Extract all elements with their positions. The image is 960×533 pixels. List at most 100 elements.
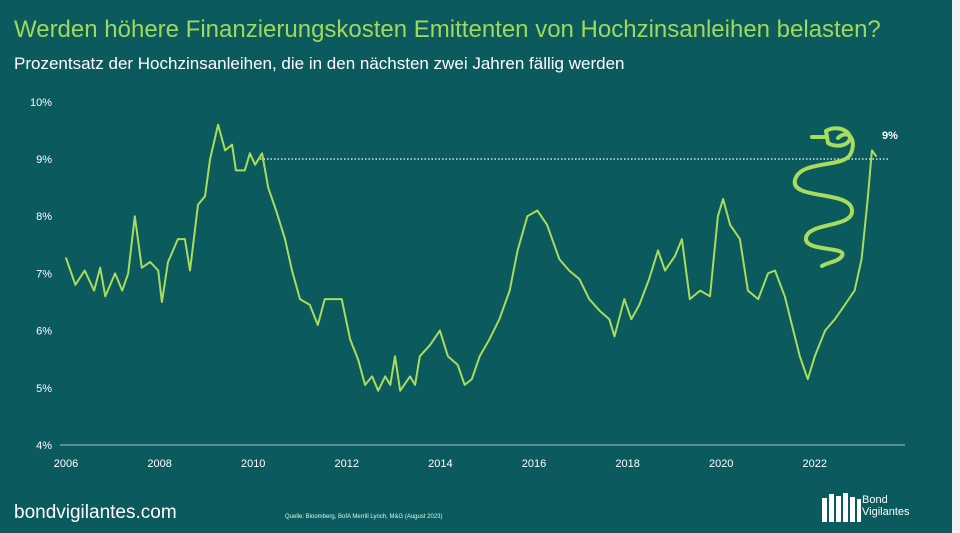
data-point bbox=[638, 304, 641, 306]
data-point bbox=[197, 203, 199, 206]
data-point bbox=[414, 384, 416, 386]
data-point bbox=[767, 272, 769, 275]
data-point bbox=[231, 143, 233, 146]
data-point bbox=[516, 249, 519, 252]
data-point bbox=[630, 318, 633, 320]
data-point bbox=[114, 272, 116, 275]
data-point bbox=[217, 123, 219, 126]
data-point bbox=[149, 261, 152, 263]
data-point bbox=[235, 169, 237, 172]
data-point bbox=[689, 298, 691, 300]
data-point bbox=[209, 158, 211, 160]
data-point bbox=[875, 155, 877, 157]
data-point bbox=[204, 195, 206, 197]
data-point bbox=[558, 258, 561, 260]
x-tick-label: 2010 bbox=[241, 458, 265, 470]
chart-subtitle: Prozentsatz der Hochzinsanleihen, die in… bbox=[14, 54, 625, 73]
logo-text: Bond Vigilantes bbox=[862, 494, 910, 518]
data-point bbox=[536, 209, 539, 212]
data-point bbox=[447, 355, 449, 358]
data-point bbox=[299, 298, 301, 300]
data-point bbox=[774, 269, 776, 272]
data-point bbox=[814, 355, 816, 358]
data-point bbox=[439, 329, 441, 332]
x-tick-label: 2006 bbox=[54, 458, 78, 470]
website-label[interactable]: bondvigilantes.com bbox=[14, 502, 177, 523]
data-point bbox=[399, 389, 401, 392]
y-tick-label: 10% bbox=[30, 97, 52, 109]
data-point bbox=[309, 304, 311, 306]
data-point bbox=[349, 338, 351, 340]
data-point bbox=[739, 238, 741, 240]
data-point bbox=[93, 289, 95, 292]
data-point bbox=[389, 384, 392, 386]
data-point bbox=[588, 298, 591, 300]
y-tick-label: 9% bbox=[36, 154, 52, 166]
x-tick-label: 2008 bbox=[147, 458, 171, 470]
data-point bbox=[261, 152, 263, 155]
data-point bbox=[104, 295, 107, 298]
data-point bbox=[526, 215, 529, 217]
data-point bbox=[275, 209, 277, 212]
y-tick-label: 7% bbox=[36, 268, 52, 280]
data-point bbox=[871, 149, 873, 152]
data-point bbox=[598, 309, 601, 312]
data-point bbox=[546, 223, 548, 226]
data-point bbox=[284, 238, 286, 240]
data-point bbox=[371, 375, 373, 378]
data-point bbox=[456, 364, 459, 366]
data-point bbox=[184, 238, 186, 240]
data-point bbox=[224, 149, 226, 152]
y-tick-label: 4% bbox=[36, 440, 52, 452]
data-point bbox=[364, 384, 366, 386]
x-tick-label: 2014 bbox=[428, 458, 452, 470]
data-point bbox=[657, 249, 659, 252]
y-tick-label: 6% bbox=[36, 326, 52, 338]
data-point bbox=[189, 269, 191, 272]
data-point bbox=[608, 318, 611, 320]
data-point bbox=[254, 163, 256, 166]
data-point bbox=[74, 284, 77, 286]
data-point bbox=[806, 378, 809, 381]
data-point bbox=[340, 298, 343, 300]
data-point bbox=[333, 298, 336, 300]
y-tick-label: 8% bbox=[36, 211, 52, 223]
data-point bbox=[429, 344, 431, 346]
data-point bbox=[65, 257, 67, 259]
x-tick-label: 2022 bbox=[803, 458, 827, 470]
data-point bbox=[791, 324, 793, 326]
data-point bbox=[860, 258, 863, 260]
data-point bbox=[699, 289, 701, 292]
data-point bbox=[249, 152, 251, 155]
data-point bbox=[648, 278, 650, 280]
data-point bbox=[419, 355, 421, 358]
data-point bbox=[623, 298, 626, 300]
data-point bbox=[291, 269, 293, 272]
data-point bbox=[409, 375, 411, 378]
data-point bbox=[161, 301, 163, 303]
data-point bbox=[267, 186, 269, 189]
data-point bbox=[722, 198, 724, 200]
data-point bbox=[133, 215, 136, 217]
data-point bbox=[717, 215, 719, 217]
data-point bbox=[384, 375, 386, 378]
data-point bbox=[834, 318, 836, 320]
data-point bbox=[177, 238, 179, 240]
data-point bbox=[824, 329, 826, 332]
x-tick-label: 2016 bbox=[522, 458, 546, 470]
data-point bbox=[664, 269, 666, 272]
data-point bbox=[99, 266, 101, 269]
y-tick-label: 5% bbox=[36, 383, 52, 395]
data-point bbox=[394, 355, 396, 358]
x-tick-label: 2018 bbox=[615, 458, 639, 470]
data-point bbox=[508, 289, 511, 292]
data-point bbox=[167, 261, 169, 263]
data-point bbox=[488, 338, 491, 340]
data-point bbox=[747, 289, 749, 292]
data-point bbox=[729, 223, 731, 226]
data-point bbox=[568, 269, 570, 272]
data-point bbox=[157, 269, 159, 272]
data-point bbox=[121, 289, 123, 292]
x-tick-label: 2020 bbox=[709, 458, 733, 470]
